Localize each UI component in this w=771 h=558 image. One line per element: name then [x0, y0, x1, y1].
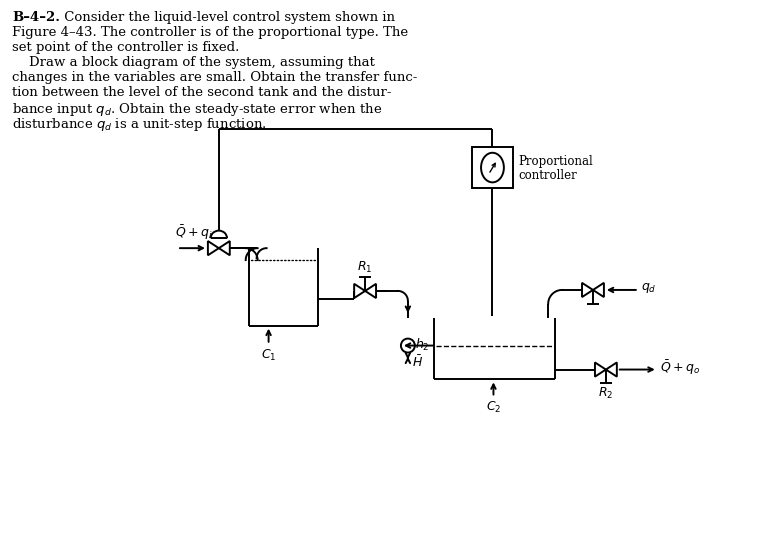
- Text: B–4–2.: B–4–2.: [12, 11, 60, 25]
- Text: Draw a block diagram of the system, assuming that: Draw a block diagram of the system, assu…: [12, 56, 375, 69]
- Text: tion between the level of the second tank and the distur-: tion between the level of the second tan…: [12, 86, 392, 99]
- Text: controller: controller: [518, 169, 577, 182]
- Bar: [472, 147, 513, 189]
- Text: changes in the variables are small. Obtain the transfer func-: changes in the variables are small. Obta…: [12, 71, 417, 84]
- Text: $\bar{Q}+q_o$: $\bar{Q}+q_o$: [660, 358, 700, 377]
- Text: $R_2$: $R_2$: [598, 386, 614, 401]
- Text: $C_1$: $C_1$: [261, 348, 276, 363]
- Text: Figure 4–43. The controller is of the proportional type. The: Figure 4–43. The controller is of the pr…: [12, 26, 408, 39]
- Text: Consider the liquid-level control system shown in: Consider the liquid-level control system…: [59, 11, 395, 25]
- Text: $h_2$: $h_2$: [416, 336, 429, 353]
- Text: $C_2$: $C_2$: [486, 401, 501, 416]
- Text: $q_d$: $q_d$: [641, 281, 656, 295]
- Text: $R_1$: $R_1$: [358, 260, 373, 275]
- Text: $\bar{Q}+q_i$: $\bar{Q}+q_i$: [175, 224, 213, 242]
- Text: disturbance $q_d$ is a unit-step function.: disturbance $q_d$ is a unit-step functio…: [12, 116, 267, 133]
- Text: set point of the controller is fixed.: set point of the controller is fixed.: [12, 41, 239, 54]
- Text: Proportional: Proportional: [518, 155, 593, 168]
- Text: $\bar{H}$: $\bar{H}$: [412, 355, 423, 371]
- Text: bance input $q_d$. Obtain the steady-state error when the: bance input $q_d$. Obtain the steady-sta…: [12, 101, 382, 118]
